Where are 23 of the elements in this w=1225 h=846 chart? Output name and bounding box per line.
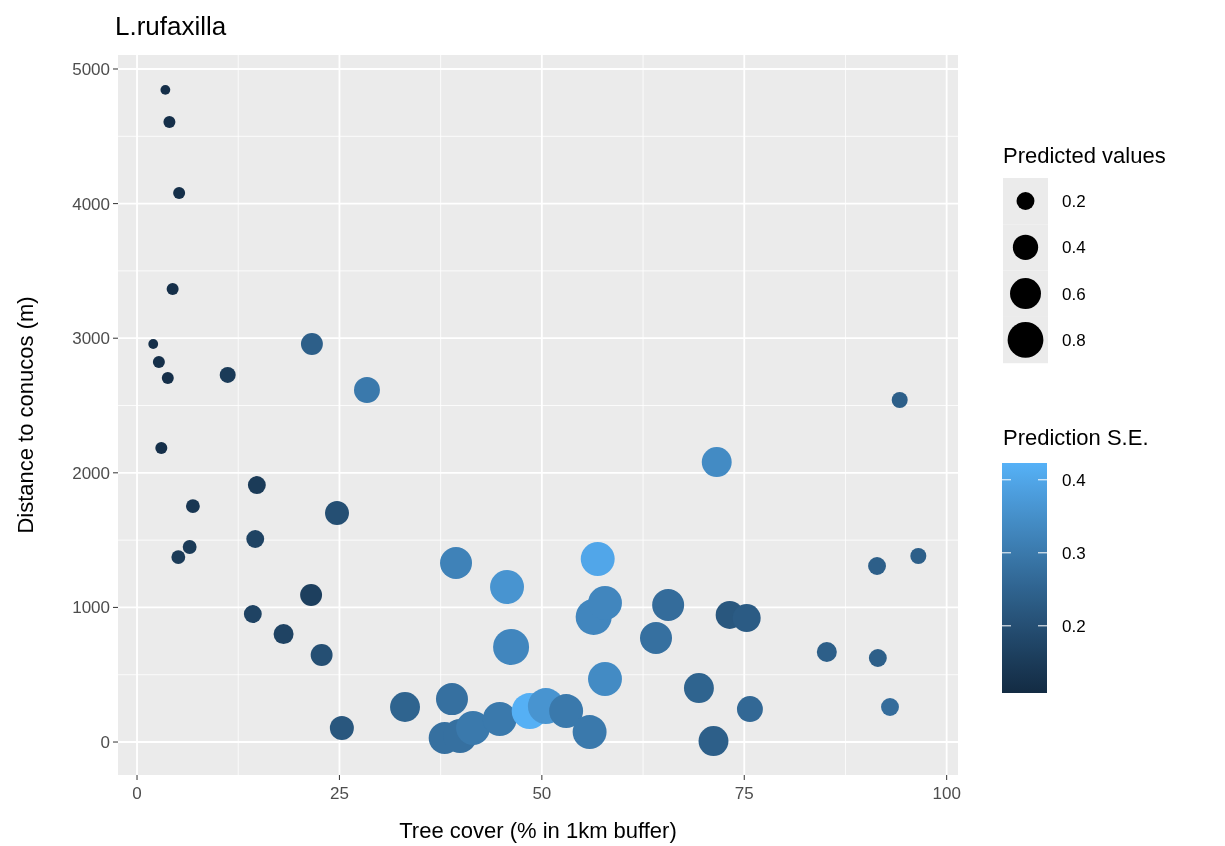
x-tick-label: 75	[734, 784, 754, 803]
x-tick-label: 100	[932, 784, 961, 803]
color-bar-label: 0.3	[1062, 543, 1086, 563]
legend-label: 0.6	[1062, 284, 1086, 304]
y-tick-label: 5000	[72, 60, 110, 79]
legend-label: 0.8	[1062, 330, 1086, 350]
color-bar-title: Prediction S.E.	[1003, 425, 1149, 450]
legend-label: 0.4	[1062, 238, 1086, 258]
color-bar-label: 0.2	[1062, 616, 1086, 636]
legend-title: Predicted values	[1003, 143, 1166, 168]
y-tick-label: 0	[100, 733, 110, 753]
x-tick-label: 25	[329, 784, 349, 803]
y-tick-label: 1000	[72, 598, 110, 618]
y-tick-label: 3000	[72, 329, 110, 349]
legend-label: 0.2	[1062, 192, 1086, 211]
y-axis-title: Distance to conucos (m)	[13, 296, 38, 534]
color-bar-label: 0.4	[1062, 470, 1086, 490]
y-tick-label: 2000	[72, 463, 110, 483]
x-tick-label: 0	[132, 784, 142, 803]
y-tick-label: 4000	[72, 194, 110, 214]
chart-title: L.rufaxilla	[115, 11, 227, 41]
x-axis-title: Tree cover (% in 1km buffer)	[399, 818, 677, 843]
x-tick-label: 50	[532, 784, 552, 803]
